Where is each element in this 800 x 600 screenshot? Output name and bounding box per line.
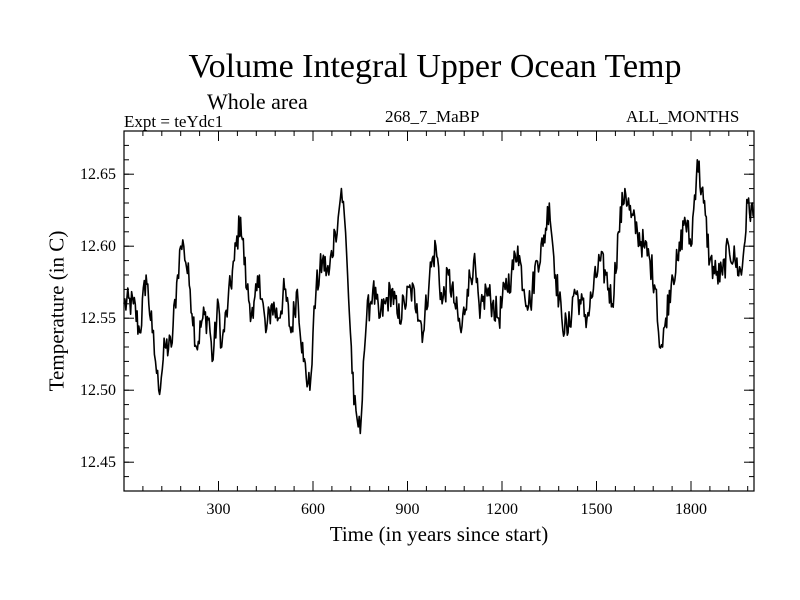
experiment-label: Expt = teYdc1 [124,112,224,131]
case-label: 268_7_MaBP [385,107,480,126]
y-tick-label: 12.45 [80,454,116,471]
y-tick-label: 12.65 [80,166,116,183]
x-tick-label: 1800 [675,501,707,518]
chart-title: Volume Integral Upper Ocean Temp [188,48,682,85]
axis-ticks [124,130,754,491]
x-tick-label: 600 [301,501,325,518]
y-tick-label: 12.60 [80,238,116,255]
months-label: ALL_MONTHS [626,107,740,126]
y-tick-label: 12.50 [80,382,116,399]
y-axis-label: Temperature (in C) [44,230,69,392]
axis-tick-labels: 300 600 900 1200 1500 1800 12.45 12.50 12.55 12.6… [80,166,707,518]
x-tick-label: 300 [207,501,231,518]
temperature-series-line [123,159,755,435]
y-tick-label: 12.55 [80,310,116,327]
x-tick-label: 1200 [486,501,518,518]
chart-subtitle: Whole area [207,89,308,114]
plot-frame [123,130,755,492]
x-axis-label: Time (in years since start) [329,522,549,546]
x-tick-label: 900 [396,501,420,518]
x-tick-label: 1500 [581,501,613,518]
